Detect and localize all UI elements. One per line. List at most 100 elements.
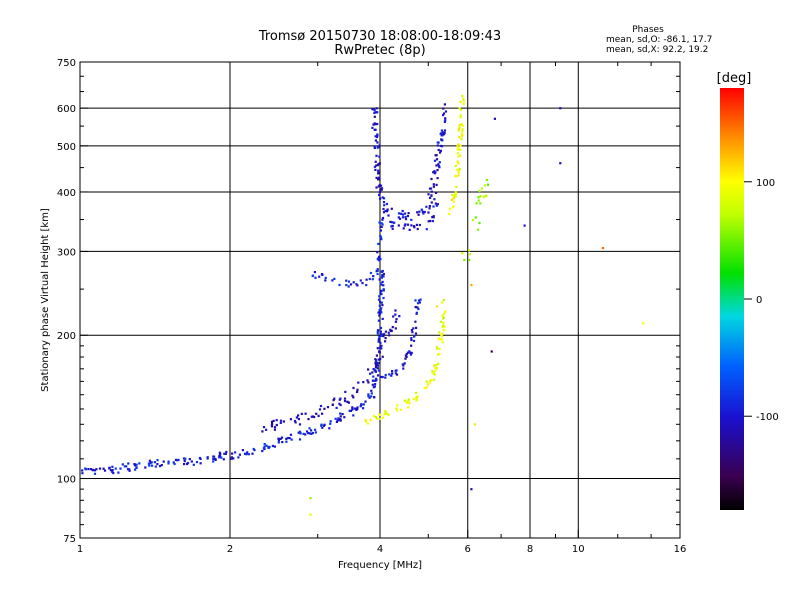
data-point xyxy=(318,275,321,278)
data-point xyxy=(367,393,370,396)
colorbar-tick-label: 0 xyxy=(756,295,762,306)
data-point xyxy=(429,381,432,384)
data-point xyxy=(384,340,387,343)
data-point xyxy=(438,347,441,350)
data-point xyxy=(173,462,176,466)
data-point xyxy=(149,462,152,465)
data-point xyxy=(95,468,98,471)
data-point xyxy=(372,275,375,278)
data-point xyxy=(395,407,398,410)
data-point xyxy=(375,135,379,139)
data-point xyxy=(394,313,397,316)
data-point xyxy=(380,270,383,273)
data-point xyxy=(367,368,370,371)
data-point xyxy=(328,427,331,430)
data-point xyxy=(167,460,170,463)
data-point xyxy=(376,363,379,366)
data-point xyxy=(459,114,462,117)
data-point xyxy=(293,419,297,423)
data-point xyxy=(388,334,391,337)
data-point xyxy=(456,148,459,151)
data-point xyxy=(111,470,114,473)
data-point xyxy=(435,204,438,207)
data-point xyxy=(408,228,411,231)
data-point xyxy=(91,468,95,471)
data-point xyxy=(458,136,461,139)
data-point xyxy=(454,191,457,194)
data-point xyxy=(232,457,235,460)
data-point xyxy=(324,279,327,282)
data-point xyxy=(313,415,316,419)
data-point xyxy=(386,412,389,415)
data-point xyxy=(430,190,433,193)
data-point xyxy=(321,412,324,415)
data-point xyxy=(442,321,445,324)
data-point xyxy=(212,457,215,461)
data-point xyxy=(351,394,354,397)
data-point xyxy=(392,315,395,318)
data-point xyxy=(379,341,382,344)
data-point xyxy=(159,465,162,468)
y-tick-label: 100 xyxy=(57,475,76,486)
data-point xyxy=(414,320,417,323)
data-point xyxy=(408,402,411,405)
data-point xyxy=(352,414,355,417)
data-point xyxy=(380,375,383,378)
data-point xyxy=(271,444,274,448)
data-point xyxy=(376,122,379,126)
data-point xyxy=(375,176,378,179)
data-point xyxy=(356,388,359,391)
data-point xyxy=(373,379,376,382)
data-point xyxy=(404,215,407,219)
data-point xyxy=(413,226,416,229)
data-point xyxy=(377,358,380,361)
data-point xyxy=(439,149,442,152)
data-point xyxy=(456,152,459,155)
data-point xyxy=(290,438,293,441)
data-point xyxy=(218,456,221,459)
data-point xyxy=(377,298,381,301)
data-point xyxy=(347,280,351,283)
data-point xyxy=(262,447,265,450)
data-point xyxy=(366,422,369,425)
data-point xyxy=(206,456,209,459)
data-point xyxy=(390,374,393,377)
data-point xyxy=(123,465,126,468)
data-point xyxy=(390,225,393,228)
data-point xyxy=(308,427,311,430)
data-point xyxy=(371,379,374,382)
data-point xyxy=(379,312,382,315)
data-point xyxy=(273,445,276,448)
data-point xyxy=(457,155,460,158)
data-point xyxy=(402,364,405,367)
data-point xyxy=(138,462,141,465)
data-point xyxy=(150,461,153,464)
data-point xyxy=(435,158,439,161)
data-point xyxy=(380,344,383,347)
data-point xyxy=(128,469,131,472)
data-point xyxy=(348,409,351,412)
data-point xyxy=(477,199,480,202)
data-point xyxy=(377,329,380,332)
data-point xyxy=(167,462,170,465)
data-point xyxy=(438,331,441,334)
data-point xyxy=(374,379,377,382)
data-point xyxy=(372,368,375,371)
data-point xyxy=(441,341,444,344)
data-point xyxy=(407,212,410,215)
data-point xyxy=(470,488,473,491)
data-point xyxy=(411,331,414,334)
data-point xyxy=(453,195,456,199)
data-point xyxy=(224,452,227,455)
y-tick-label: 200 xyxy=(57,331,76,342)
data-point xyxy=(417,299,421,302)
data-point xyxy=(376,367,379,370)
data-point xyxy=(382,207,385,211)
data-point xyxy=(378,191,381,194)
data-point xyxy=(310,432,313,435)
data-point xyxy=(379,291,382,294)
data-point xyxy=(436,144,439,147)
data-point xyxy=(373,165,376,168)
data-point xyxy=(442,298,445,302)
